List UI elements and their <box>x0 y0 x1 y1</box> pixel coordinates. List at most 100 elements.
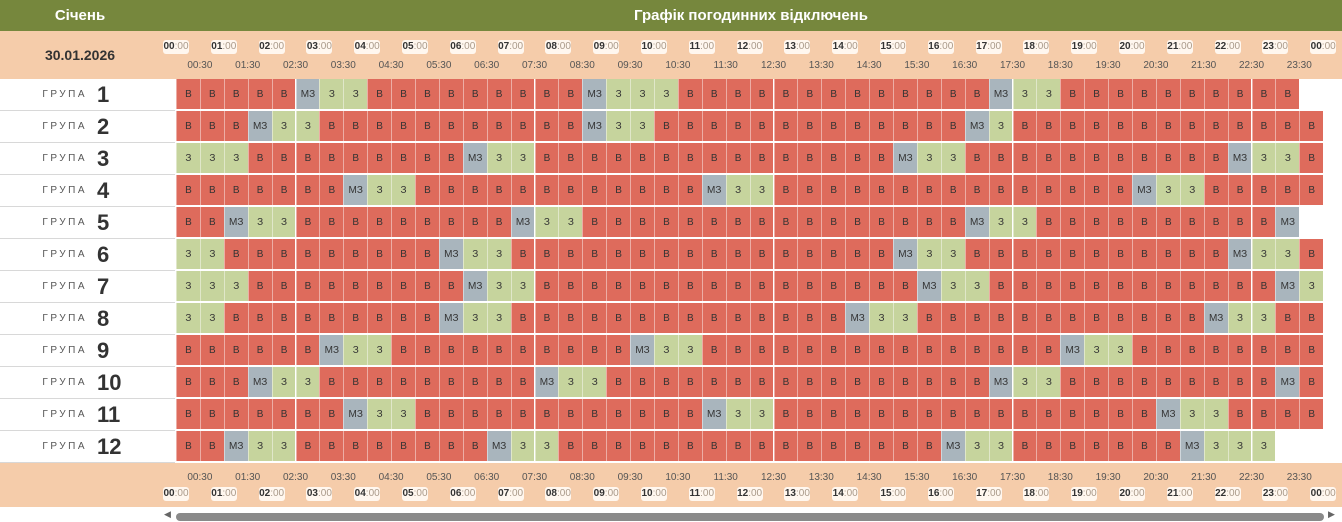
half-hour-label: 21:30 <box>1191 60 1217 71</box>
slot-cell-v: В <box>916 303 941 333</box>
slot-cell-v: В <box>510 111 535 141</box>
slot-cell-z: З <box>510 143 535 173</box>
scroll-right-icon[interactable]: ▶ <box>1328 509 1335 519</box>
slot-cell-v: В <box>462 431 487 461</box>
schedule-title-header: Графік погодинних відключень <box>160 0 1342 31</box>
hour-label: 10:00 <box>641 40 667 54</box>
slot-cell-v: В <box>677 303 702 333</box>
slot-cell-v: В <box>845 175 870 205</box>
slot-cell-v: В <box>773 175 798 205</box>
slot-cell-v: В <box>367 271 392 301</box>
slot-cell-v: В <box>893 399 917 429</box>
slot-cell-v: В <box>271 79 296 109</box>
slot-cell-v: В <box>343 207 368 237</box>
slot-cell-mz: МЗ <box>988 367 1013 397</box>
slot-cell-v: В <box>797 303 822 333</box>
group-number: 2 <box>97 113 110 139</box>
slot-cell-v: В <box>606 207 631 237</box>
slot-cell-v: В <box>654 303 678 333</box>
half-hour-label: 16:30 <box>952 472 978 483</box>
half-hour-label: 06:30 <box>474 60 500 71</box>
scrollbar-thumb[interactable] <box>176 513 1324 521</box>
hour-label: 22:00 <box>1214 487 1241 501</box>
half-hour-label: 07:30 <box>521 472 548 483</box>
slot-cell-v: В <box>1251 335 1276 365</box>
slot-cell-v: В <box>701 335 726 365</box>
slot-cell-v: В <box>319 399 344 429</box>
group-label: ГРУПА 4 <box>0 175 175 207</box>
slot-cell-v: В <box>869 367 893 397</box>
slot-cell-v: В <box>1251 111 1276 141</box>
slot-cell-v: В <box>510 367 535 397</box>
slot-cell-v: В <box>964 335 989 365</box>
month-header: Січень <box>0 0 160 31</box>
slot-cell-v: В <box>869 111 893 141</box>
group-label: ГРУПА 9 <box>0 335 175 367</box>
slot-cell-z: З <box>558 367 583 397</box>
slot-cell-v: В <box>725 335 750 365</box>
slot-cell-v: В <box>845 271 870 301</box>
slot-cell-v: В <box>1203 207 1228 237</box>
slot-cell-v: В <box>1203 175 1228 205</box>
scroll-left-icon[interactable]: ◀ <box>164 509 171 519</box>
half-hour-label: 20:30 <box>1143 472 1169 483</box>
slot-cell-v: В <box>438 271 463 301</box>
slot-cell-v: В <box>176 335 200 365</box>
half-hour-label: 13:30 <box>808 472 834 483</box>
slot-cell-v: В <box>295 239 320 269</box>
slot-cell-v: В <box>869 79 893 109</box>
slot-cell-z: З <box>1227 303 1252 333</box>
slot-cell-v: В <box>1132 303 1156 333</box>
group-label: ГРУПА 11 <box>0 399 175 431</box>
slot-cell-z: З <box>199 303 224 333</box>
slot-cell-v: В <box>1132 399 1156 429</box>
slot-cell-v: В <box>821 175 846 205</box>
slot-cell-v: В <box>1108 303 1132 333</box>
slot-cell-v: В <box>821 367 846 397</box>
slot-cell-v: В <box>1084 431 1109 461</box>
slot-cell-v: В <box>534 399 559 429</box>
slot-cell-v: В <box>415 207 439 237</box>
slot-cell-mz: МЗ <box>582 111 607 141</box>
slot-cell-v: В <box>1012 303 1037 333</box>
slot-cell-v: В <box>558 335 583 365</box>
slot-cell-v: В <box>654 111 678 141</box>
slot-cell-mz: МЗ <box>1203 303 1228 333</box>
slot-cell-v: В <box>391 239 415 269</box>
slot-cell-v: В <box>462 335 487 365</box>
hour-label: 21:00 <box>1166 487 1193 501</box>
slot-cell-z: З <box>988 431 1013 461</box>
slot-cell-v: В <box>654 399 678 429</box>
slot-cell-z: З <box>654 79 678 109</box>
slot-cell-v: В <box>223 239 248 269</box>
slot-cell-mz: МЗ <box>1179 431 1204 461</box>
slot-cell-v: В <box>438 175 463 205</box>
slot-cell-v: В <box>916 399 941 429</box>
slot-cell-z: З <box>1275 239 1300 269</box>
slot-cell-z: З <box>1251 303 1276 333</box>
horizontal-scrollbar[interactable]: ◀ ▶ <box>0 507 1342 522</box>
slot-cell-v: В <box>319 239 344 269</box>
slot-cell-v: В <box>869 431 893 461</box>
slot-cell-z: З <box>988 207 1013 237</box>
slot-cell-v: В <box>343 303 368 333</box>
slot-cell-v: В <box>893 335 917 365</box>
slot-cell-v: В <box>701 111 726 141</box>
slot-cell-v: В <box>893 175 917 205</box>
slot-cell-v: В <box>725 143 750 173</box>
hour-label: 05:00 <box>402 487 428 501</box>
slot-cell-v: В <box>558 79 583 109</box>
hour-label: 02:00 <box>258 487 285 501</box>
slot-cell-v: В <box>1155 367 1180 397</box>
slot-cell-mz: МЗ <box>940 431 965 461</box>
slot-cell-z: З <box>749 399 774 429</box>
group-word: ГРУПА <box>42 185 87 196</box>
slot-cell-v: В <box>1299 111 1324 141</box>
slot-cell-v: В <box>558 271 583 301</box>
hour-label: 11:00 <box>688 487 715 501</box>
slot-cell-v: В <box>749 79 774 109</box>
slot-cell-v: В <box>893 79 917 109</box>
slot-cell-v: В <box>964 175 989 205</box>
half-hour-label: 22:30 <box>1238 60 1265 71</box>
slot-cell-v: В <box>271 175 296 205</box>
